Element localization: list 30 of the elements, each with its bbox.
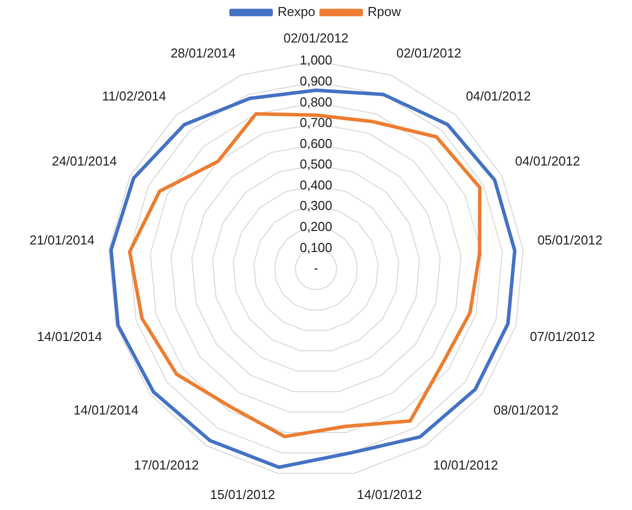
spoke-label: 07/01/2012 bbox=[530, 329, 595, 344]
spoke-label: 08/01/2012 bbox=[493, 402, 559, 418]
y-tick-label: 0,800 bbox=[300, 94, 332, 110]
spoke-label: 17/01/2012 bbox=[134, 457, 199, 472]
y-tick-label: 1,000 bbox=[300, 52, 332, 68]
y-tick-label: 0,200 bbox=[300, 219, 332, 234]
spoke-label: 24/01/2014 bbox=[52, 154, 117, 169]
y-tick-label: 0,900 bbox=[300, 73, 332, 88]
spoke-label: 02/01/2012 bbox=[283, 30, 349, 46]
legend-label: Rpow bbox=[368, 4, 402, 20]
spoke-label: 15/01/2012 bbox=[210, 486, 276, 502]
y-tick-label: 0,600 bbox=[300, 136, 332, 151]
y-tick-label: 0,400 bbox=[300, 177, 332, 192]
y-tick-label: 0,500 bbox=[300, 156, 332, 172]
y-tick-label: 0,300 bbox=[300, 198, 332, 214]
spoke-label: 28/01/2014 bbox=[170, 45, 236, 60]
y-tick-label: - bbox=[314, 260, 318, 276]
legend-label: Rexpo bbox=[278, 4, 316, 20]
y-tick-label: 0,700 bbox=[300, 115, 332, 130]
spoke-label: 04/01/2012 bbox=[466, 88, 531, 104]
spoke-label: 14/01/2014 bbox=[37, 329, 102, 344]
spoke-label: 02/01/2012 bbox=[396, 45, 462, 60]
spoke-label: 05/01/2012 bbox=[537, 232, 603, 248]
spoke-label: 11/02/2014 bbox=[102, 88, 166, 104]
spoke-label: 10/01/2012 bbox=[433, 457, 498, 472]
spoke-label: 21/01/2014 bbox=[29, 232, 95, 248]
y-tick-label: 0,100 bbox=[300, 240, 332, 255]
spoke-label: 14/01/2012 bbox=[356, 486, 422, 502]
spoke-label: 04/01/2012 bbox=[515, 154, 580, 169]
spoke-label: 14/01/2014 bbox=[73, 402, 139, 418]
